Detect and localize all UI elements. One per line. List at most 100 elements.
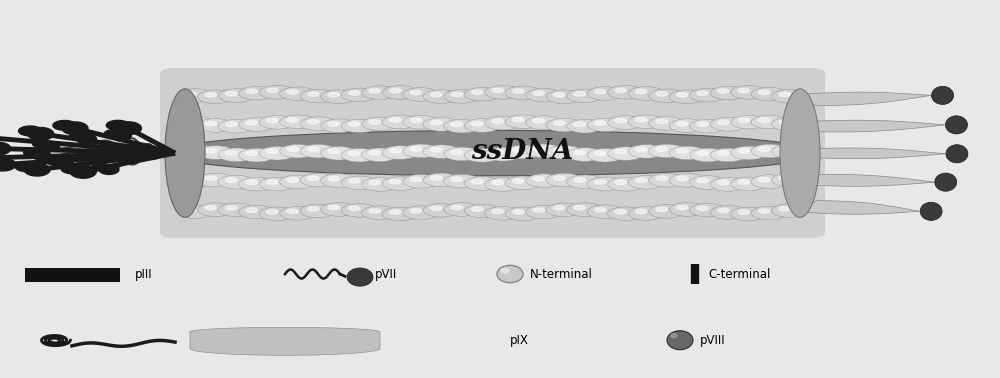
Polygon shape — [54, 159, 74, 169]
Circle shape — [628, 115, 664, 129]
Circle shape — [177, 144, 213, 158]
Circle shape — [184, 208, 196, 212]
Ellipse shape — [945, 116, 967, 134]
Circle shape — [389, 180, 401, 184]
Circle shape — [328, 122, 339, 126]
Circle shape — [348, 206, 360, 211]
Circle shape — [676, 205, 688, 210]
Polygon shape — [119, 134, 129, 139]
Circle shape — [225, 178, 237, 182]
Circle shape — [779, 176, 790, 180]
Circle shape — [239, 205, 275, 219]
Circle shape — [430, 147, 442, 152]
Polygon shape — [0, 147, 8, 153]
Circle shape — [328, 149, 339, 153]
Polygon shape — [53, 121, 76, 130]
Circle shape — [492, 180, 503, 185]
Circle shape — [546, 146, 582, 159]
Polygon shape — [793, 201, 919, 214]
Circle shape — [676, 176, 688, 181]
Circle shape — [444, 119, 480, 133]
Polygon shape — [115, 122, 141, 135]
Circle shape — [751, 115, 787, 129]
Circle shape — [567, 119, 603, 133]
Circle shape — [341, 203, 377, 217]
Circle shape — [300, 117, 336, 130]
Circle shape — [731, 85, 767, 99]
Circle shape — [225, 91, 237, 96]
Circle shape — [587, 149, 623, 162]
Circle shape — [444, 203, 480, 216]
Circle shape — [546, 90, 582, 104]
Circle shape — [533, 208, 544, 212]
Circle shape — [464, 204, 500, 218]
Circle shape — [717, 120, 729, 124]
Circle shape — [635, 147, 647, 152]
Circle shape — [410, 90, 421, 95]
Circle shape — [287, 209, 298, 214]
Polygon shape — [15, 162, 38, 172]
Circle shape — [628, 207, 664, 220]
Polygon shape — [800, 174, 934, 186]
Circle shape — [471, 121, 483, 126]
Circle shape — [553, 93, 565, 97]
Circle shape — [546, 173, 582, 187]
Circle shape — [676, 149, 688, 153]
Circle shape — [656, 92, 667, 96]
Circle shape — [533, 119, 544, 123]
Circle shape — [362, 148, 398, 162]
Circle shape — [382, 115, 418, 129]
Circle shape — [464, 177, 500, 190]
Circle shape — [328, 93, 339, 97]
Circle shape — [649, 116, 685, 130]
Circle shape — [451, 150, 462, 154]
Circle shape — [717, 180, 729, 184]
Polygon shape — [38, 153, 48, 158]
Circle shape — [553, 206, 565, 210]
Circle shape — [239, 149, 275, 162]
Circle shape — [177, 116, 213, 130]
Circle shape — [492, 119, 503, 124]
Circle shape — [587, 177, 623, 191]
Circle shape — [526, 116, 562, 130]
Circle shape — [266, 118, 278, 122]
Circle shape — [300, 144, 336, 158]
Circle shape — [205, 206, 216, 210]
Circle shape — [362, 206, 398, 220]
Circle shape — [287, 90, 298, 94]
Polygon shape — [0, 157, 4, 167]
Circle shape — [567, 89, 603, 103]
Circle shape — [710, 178, 746, 191]
FancyBboxPatch shape — [25, 268, 120, 282]
Circle shape — [382, 177, 418, 191]
Circle shape — [218, 89, 254, 102]
Circle shape — [280, 175, 316, 189]
Polygon shape — [32, 140, 50, 148]
Ellipse shape — [780, 89, 820, 217]
Circle shape — [779, 206, 790, 211]
Circle shape — [779, 120, 790, 124]
Circle shape — [300, 204, 336, 218]
Circle shape — [259, 116, 295, 129]
Polygon shape — [47, 158, 65, 165]
Circle shape — [758, 147, 770, 151]
Circle shape — [492, 209, 503, 214]
Circle shape — [321, 174, 357, 187]
Circle shape — [758, 90, 770, 94]
Circle shape — [382, 207, 418, 221]
Circle shape — [369, 88, 380, 93]
Circle shape — [369, 209, 380, 213]
Circle shape — [779, 147, 790, 152]
Circle shape — [594, 180, 606, 184]
Circle shape — [177, 174, 213, 187]
Circle shape — [321, 119, 357, 133]
Circle shape — [649, 204, 685, 218]
Circle shape — [594, 121, 606, 125]
Circle shape — [198, 146, 234, 160]
Circle shape — [341, 176, 377, 190]
Circle shape — [444, 147, 480, 161]
Circle shape — [608, 177, 644, 191]
Circle shape — [246, 121, 257, 125]
Circle shape — [717, 208, 729, 213]
Polygon shape — [76, 134, 96, 144]
